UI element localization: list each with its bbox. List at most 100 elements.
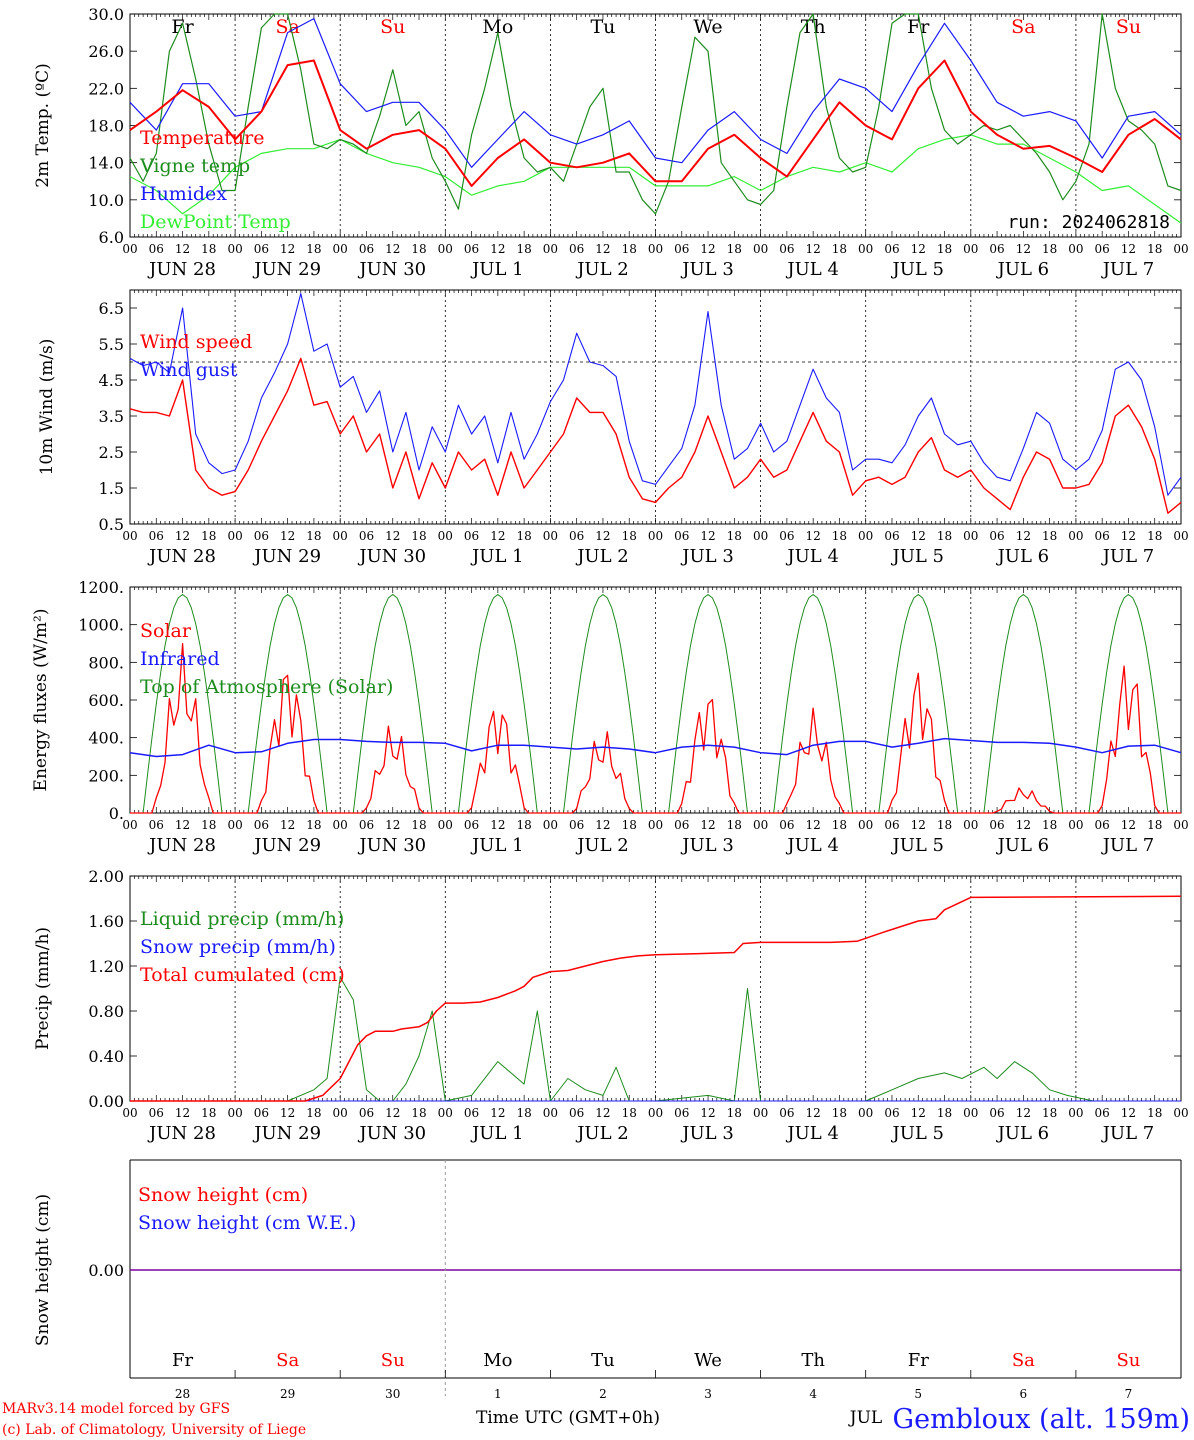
hour-tick-label: 18 — [411, 529, 426, 543]
day-number-label: 6 — [1020, 1387, 1028, 1401]
hour-tick-label: 18 — [622, 1106, 637, 1120]
y-tick-label: 1000. — [78, 616, 124, 635]
hour-tick-label: 12 — [1016, 242, 1031, 256]
y-axis-label: Precip (mm/h) — [33, 927, 53, 1050]
weekday-label: Mo — [482, 16, 513, 38]
hour-tick-label: 06 — [359, 1106, 374, 1120]
hour-tick-label: 00 — [122, 242, 137, 256]
hour-tick-label: 12 — [175, 818, 190, 832]
hour-tick-label: 00 — [858, 1106, 873, 1120]
weekday-label: We — [693, 16, 722, 38]
hour-tick-label: 12 — [1016, 818, 1031, 832]
hour-tick-label: 18 — [1042, 818, 1057, 832]
weekday-label: Fr — [908, 1350, 929, 1371]
legend-humidex: Humidex — [140, 183, 227, 205]
hour-tick-label: 06 — [779, 529, 794, 543]
y-tick-label: 2.00 — [88, 867, 124, 886]
date-label: JUL 1 — [470, 259, 524, 280]
y-axis-label: 10m Wind (m/s) — [37, 339, 57, 476]
date-label: JUL 2 — [575, 1123, 629, 1144]
y-tick-label: 6.0 — [99, 228, 124, 247]
date-label: JUL 6 — [996, 1123, 1050, 1144]
hour-tick-label: 00 — [543, 529, 558, 543]
hour-tick-label: 06 — [149, 1106, 164, 1120]
hour-tick-label: 00 — [1068, 1106, 1083, 1120]
hour-tick-label: 06 — [884, 1106, 899, 1120]
day-number-label: 30 — [385, 1387, 400, 1401]
cumulated-precip-line — [130, 895, 1182, 1102]
date-label: JUL 5 — [890, 259, 944, 280]
legend-temperature: Temperature — [140, 127, 264, 149]
humidex-line — [129, 18, 1182, 168]
hour-tick-label: 06 — [569, 818, 584, 832]
hour-tick-label: 12 — [1121, 818, 1136, 832]
hour-tick-label: 06 — [149, 529, 164, 543]
date-label: JUL 4 — [785, 835, 839, 856]
hour-tick-label: 12 — [175, 1106, 190, 1120]
date-label: JUL 7 — [1101, 546, 1155, 567]
y-tick-label: 1.60 — [88, 912, 124, 931]
date-label: JUL 5 — [890, 835, 944, 856]
y-tick-label: 4.5 — [99, 371, 124, 390]
hour-tick-label: 00 — [1173, 242, 1188, 256]
y-tick-label: 0.80 — [88, 1002, 124, 1021]
weekday-label: Mo — [483, 1350, 512, 1371]
hour-tick-label: 18 — [622, 242, 637, 256]
hour-tick-label: 18 — [727, 1106, 742, 1120]
hour-tick-label: 12 — [806, 1106, 821, 1120]
hour-tick-label: 18 — [1147, 1106, 1162, 1120]
hour-tick-label: 18 — [516, 818, 531, 832]
hour-tick-label: 00 — [543, 1106, 558, 1120]
hour-tick-label: 18 — [1147, 818, 1162, 832]
legend-snow-precip: Snow precip (mm/h) — [140, 936, 336, 958]
hour-tick-label: 18 — [516, 1106, 531, 1120]
legend-liquid-precip: Liquid precip (mm/h) — [140, 908, 344, 930]
wind-panel: 0.5 1.5 2.5 3.5 4.5 5.5 6.5 10m Wind (m/s) Wind … — [37, 289, 1189, 567]
hour-tick-label: 00 — [122, 1106, 137, 1120]
hour-tick-label: 00 — [438, 1106, 453, 1120]
hour-tick-label: 18 — [937, 529, 952, 543]
hour-tick-label: 00 — [1068, 818, 1083, 832]
footer: MARv3.14 model forced by GFS (c) Lab. of… — [2, 1401, 1190, 1438]
hour-tick-label: 06 — [779, 242, 794, 256]
date-label: JUL 7 — [1101, 835, 1155, 856]
hour-tick-label: 12 — [911, 1106, 926, 1120]
model-credit-text: MARv3.14 model forced by GFS — [2, 1401, 230, 1417]
hour-tick-label: 06 — [359, 242, 374, 256]
hour-tick-label: 06 — [254, 818, 269, 832]
date-label: JUL 3 — [680, 259, 734, 280]
legend-wind-gust: Wind gust — [140, 359, 238, 381]
hour-tick-label: 18 — [727, 529, 742, 543]
day-number-label: 5 — [914, 1387, 922, 1401]
hour-tick-label: 00 — [963, 1106, 978, 1120]
hour-tick-label: 00 — [122, 529, 137, 543]
hour-tick-label: 12 — [1016, 529, 1031, 543]
wind-speed-line — [129, 357, 1182, 514]
hour-tick-label: 18 — [832, 1106, 847, 1120]
y-tick-label: 3.5 — [99, 407, 124, 426]
plot-frame — [129, 586, 1182, 814]
date-label: JUN 28 — [147, 259, 216, 280]
date-label: JUL 2 — [575, 259, 629, 280]
hour-tick-label: 06 — [989, 1106, 1004, 1120]
hour-tick-label: 06 — [464, 818, 479, 832]
hour-tick-label: 12 — [700, 242, 715, 256]
date-label: JUL 1 — [470, 1123, 524, 1144]
hour-tick-label: 00 — [122, 818, 137, 832]
hour-tick-label: 18 — [727, 818, 742, 832]
day-number-label: 29 — [280, 1387, 295, 1401]
date-label: JUN 28 — [147, 835, 216, 856]
hour-tick-label: 18 — [201, 242, 216, 256]
hour-tick-label: 12 — [806, 818, 821, 832]
hour-tick-label: 06 — [254, 242, 269, 256]
hour-tick-label: 06 — [569, 1106, 584, 1120]
hour-tick-label: 12 — [1121, 529, 1136, 543]
y-tick-label: 0. — [109, 804, 124, 823]
hour-tick-label: 12 — [700, 818, 715, 832]
date-label: JUL 6 — [996, 835, 1050, 856]
hour-tick-label: 06 — [779, 1106, 794, 1120]
hour-tick-label: 18 — [201, 1106, 216, 1120]
hour-tick-label: 00 — [227, 818, 242, 832]
hour-tick-label: 12 — [175, 529, 190, 543]
